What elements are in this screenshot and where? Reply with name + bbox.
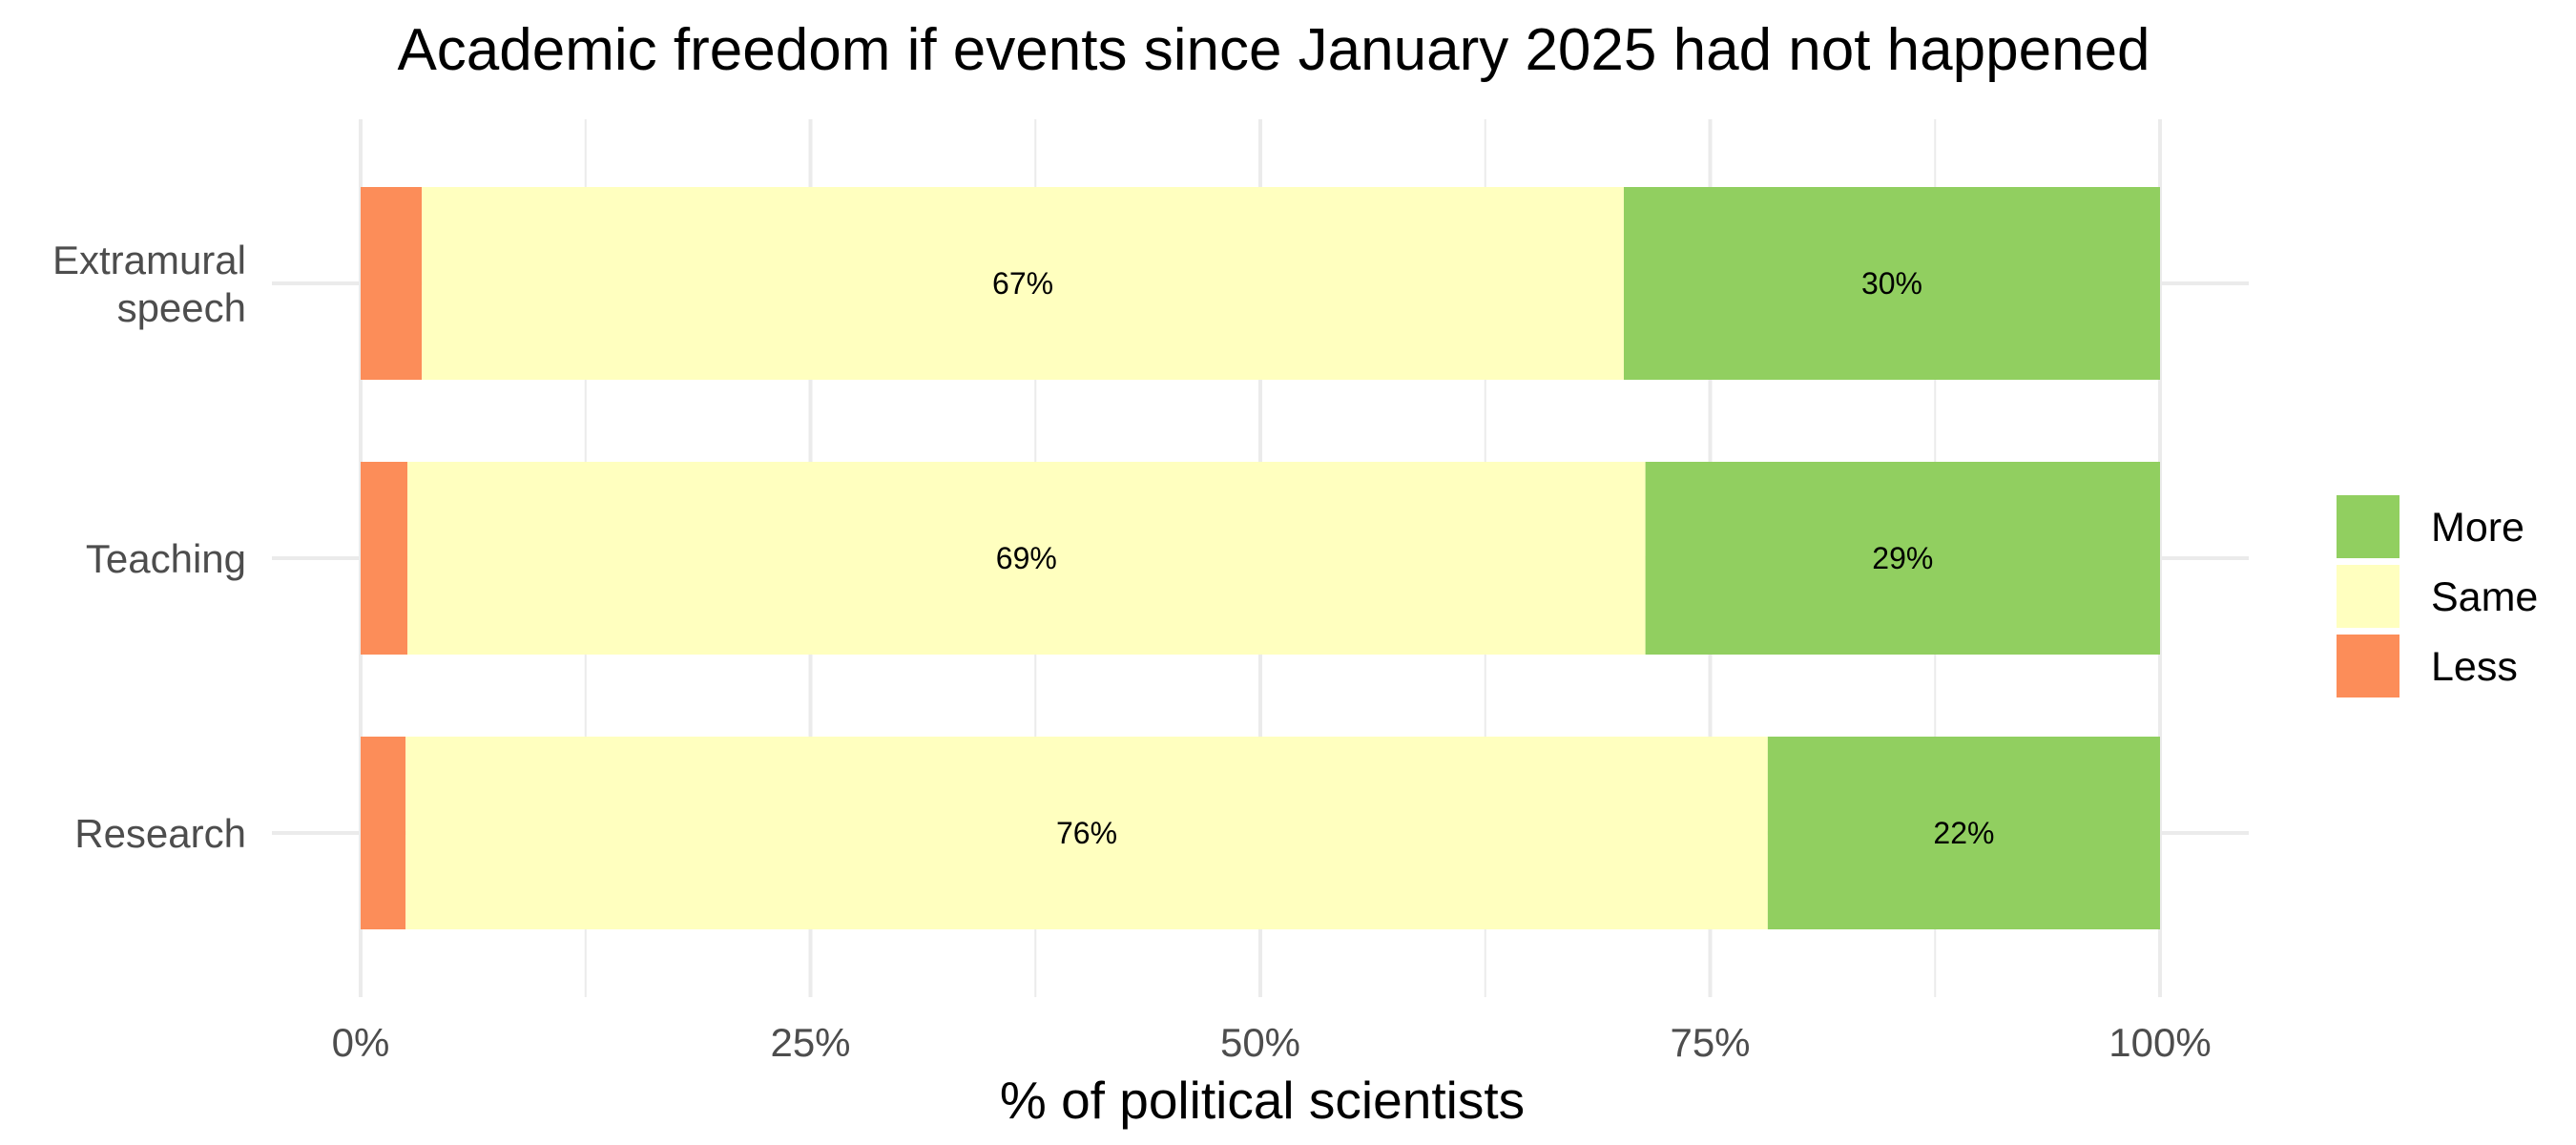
x-axis-tick-labels: 0% 25% 50% 75% 100% bbox=[332, 1020, 2212, 1065]
bar-segment-more bbox=[1623, 187, 2160, 380]
bar-segment-less bbox=[361, 462, 408, 655]
bar-segment-same bbox=[407, 462, 1646, 655]
bar-segment-more bbox=[1767, 737, 2160, 929]
bar-segment-more bbox=[1645, 462, 2160, 655]
x-axis-title: % of political scientists bbox=[1000, 1071, 1525, 1130]
bar-segment-same bbox=[422, 187, 1624, 380]
legend-label: Same bbox=[2431, 574, 2538, 620]
bars bbox=[361, 187, 2160, 929]
x-tick-label: 0% bbox=[332, 1020, 390, 1065]
bar-segment-same bbox=[405, 737, 1768, 929]
x-tick-label: 100% bbox=[2109, 1020, 2211, 1065]
bar-data-label: 22% bbox=[1933, 816, 1994, 850]
bar-data-label: 29% bbox=[1872, 541, 1933, 575]
legend-key-more bbox=[2337, 495, 2399, 558]
legend-label: More bbox=[2431, 505, 2524, 551]
legend: More Same Less bbox=[2337, 495, 2538, 697]
legend-label: Less bbox=[2431, 644, 2518, 690]
bar-data-label: 69% bbox=[996, 541, 1057, 575]
bar-data-label: 67% bbox=[992, 266, 1053, 301]
x-tick-label: 75% bbox=[1670, 1020, 1750, 1065]
x-tick-label: 50% bbox=[1220, 1020, 1300, 1065]
chart-title: Academic freedom if events since January… bbox=[397, 17, 2150, 83]
y-tick-label: Teaching bbox=[86, 536, 246, 581]
legend-key-less bbox=[2337, 635, 2399, 697]
legend-key-same bbox=[2337, 565, 2399, 628]
bar-data-labels: 67% 30% 69% 29% 76% 22% bbox=[992, 266, 1994, 850]
bar-segment-less bbox=[361, 187, 423, 380]
y-tick-label: Extramural bbox=[52, 238, 246, 282]
x-tick-label: 25% bbox=[770, 1020, 850, 1065]
y-tick-label: speech bbox=[117, 285, 246, 330]
bar-data-label: 30% bbox=[1861, 266, 1922, 301]
bar-segment-less bbox=[361, 737, 406, 929]
bar-data-label: 76% bbox=[1056, 816, 1117, 850]
y-tick-label: Research bbox=[74, 811, 246, 856]
